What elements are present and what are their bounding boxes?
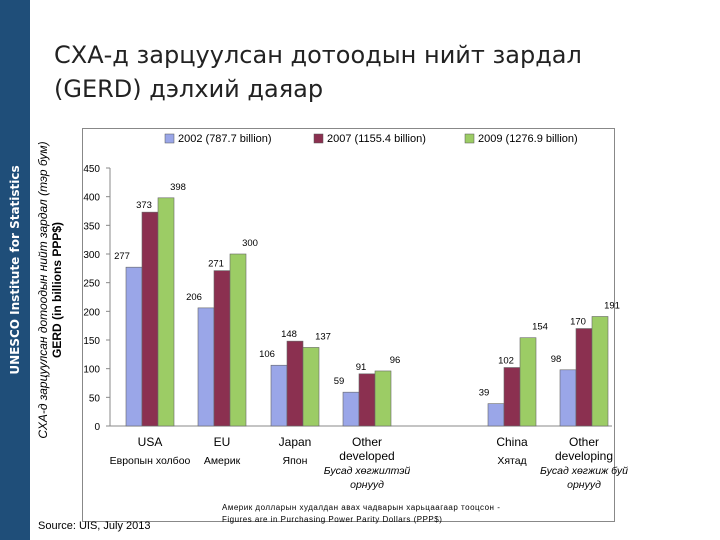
bar	[141, 211, 159, 427]
y-tick-label: 400	[83, 193, 100, 204]
data-label: 154	[532, 322, 548, 333]
x-tick-label-mn: орнууд	[350, 479, 384, 491]
bar	[503, 367, 521, 427]
data-label: 106	[259, 349, 275, 360]
data-label: 300	[242, 238, 258, 249]
legend-swatch	[313, 133, 324, 144]
bar	[342, 391, 360, 427]
bar	[213, 270, 231, 427]
x-tick-label-mn: орнууд	[567, 479, 601, 491]
data-label: 148	[281, 329, 297, 340]
legend-label: 2009 (1276.9 billion)	[478, 133, 578, 145]
y-tick-label: 450	[83, 164, 100, 175]
legend-swatch	[164, 133, 175, 144]
bar	[197, 307, 215, 427]
y-tick-label: 150	[83, 336, 100, 347]
bar	[519, 337, 537, 427]
data-label: 398	[170, 182, 186, 193]
data-label: 170	[570, 317, 586, 328]
y-tick-label: 0	[94, 422, 100, 433]
data-label: 39	[479, 388, 490, 399]
x-tick-label: developing	[555, 449, 613, 463]
bar	[125, 266, 143, 427]
bar	[487, 403, 505, 427]
data-label: 102	[498, 356, 514, 367]
y-tick-label: 250	[83, 279, 100, 290]
bar	[302, 347, 320, 427]
x-tick-label: Other	[569, 435, 599, 449]
x-tick-label: Other	[352, 435, 382, 449]
bar	[286, 340, 304, 427]
data-label: 277	[114, 251, 130, 262]
data-label: 91	[356, 362, 367, 373]
page-title-line1: СХА-д зарцуулсан дотоодын нийт зардал	[54, 41, 582, 69]
bar	[270, 364, 288, 427]
currency-note-line2: Figures are in Purchasing Power Parity D…	[222, 515, 443, 524]
x-tick-label: EU	[214, 435, 231, 449]
data-label: 271	[208, 259, 224, 270]
bar	[559, 369, 577, 427]
y-tick-label: 350	[83, 221, 100, 232]
page-title: СХА-д зарцуулсан дотоодын нийт зардал (G…	[54, 38, 694, 106]
x-tick-label-mn: Европын холбоо	[110, 455, 191, 467]
legend-label: 2007 (1155.4 billion)	[327, 133, 426, 145]
data-label: 96	[390, 355, 401, 366]
currency-note: Америк долларын худалдан авах чадварын х…	[222, 502, 500, 526]
legend-swatch	[464, 133, 475, 144]
bar	[229, 253, 247, 427]
x-tick-label-mn: Бусад хөгжилтэй	[324, 465, 411, 477]
data-label: 191	[604, 300, 620, 311]
bar	[374, 370, 392, 427]
bar	[157, 197, 175, 427]
data-label: 373	[136, 200, 152, 211]
page-title-line2: (GERD) дэлхий даяар	[54, 75, 324, 103]
x-tick-label-mn: Япон	[283, 455, 308, 467]
currency-note-line1: Америк долларын худалдан авах чадварын х…	[222, 503, 501, 512]
y-tick-label: 50	[89, 393, 101, 404]
x-tick-label-mn: Хятад	[497, 455, 526, 467]
sidebar-band: UNESCO Institute for Statistics	[0, 0, 30, 540]
x-tick-label-mn: Бусад хөгжиж буй	[540, 465, 628, 477]
x-tick-label-mn: Америк	[204, 455, 241, 467]
legend-label: 2002 (787.7 billion)	[178, 133, 272, 145]
bar	[575, 328, 593, 427]
data-label: 137	[315, 331, 331, 342]
data-label: 59	[334, 376, 345, 387]
y-tick-label: 100	[83, 365, 100, 376]
bar	[591, 316, 609, 427]
source-note: Source: UIS, July 2013	[38, 520, 151, 532]
data-label: 206	[186, 292, 202, 303]
x-tick-label: developed	[339, 449, 394, 463]
x-tick-label: China	[496, 435, 528, 449]
x-tick-label: Japan	[279, 435, 312, 449]
y-tick-label: 300	[83, 250, 100, 261]
y-tick-label: 200	[83, 307, 100, 318]
data-label: 98	[551, 354, 562, 365]
bar	[358, 373, 376, 427]
x-tick-label: USA	[138, 435, 163, 449]
